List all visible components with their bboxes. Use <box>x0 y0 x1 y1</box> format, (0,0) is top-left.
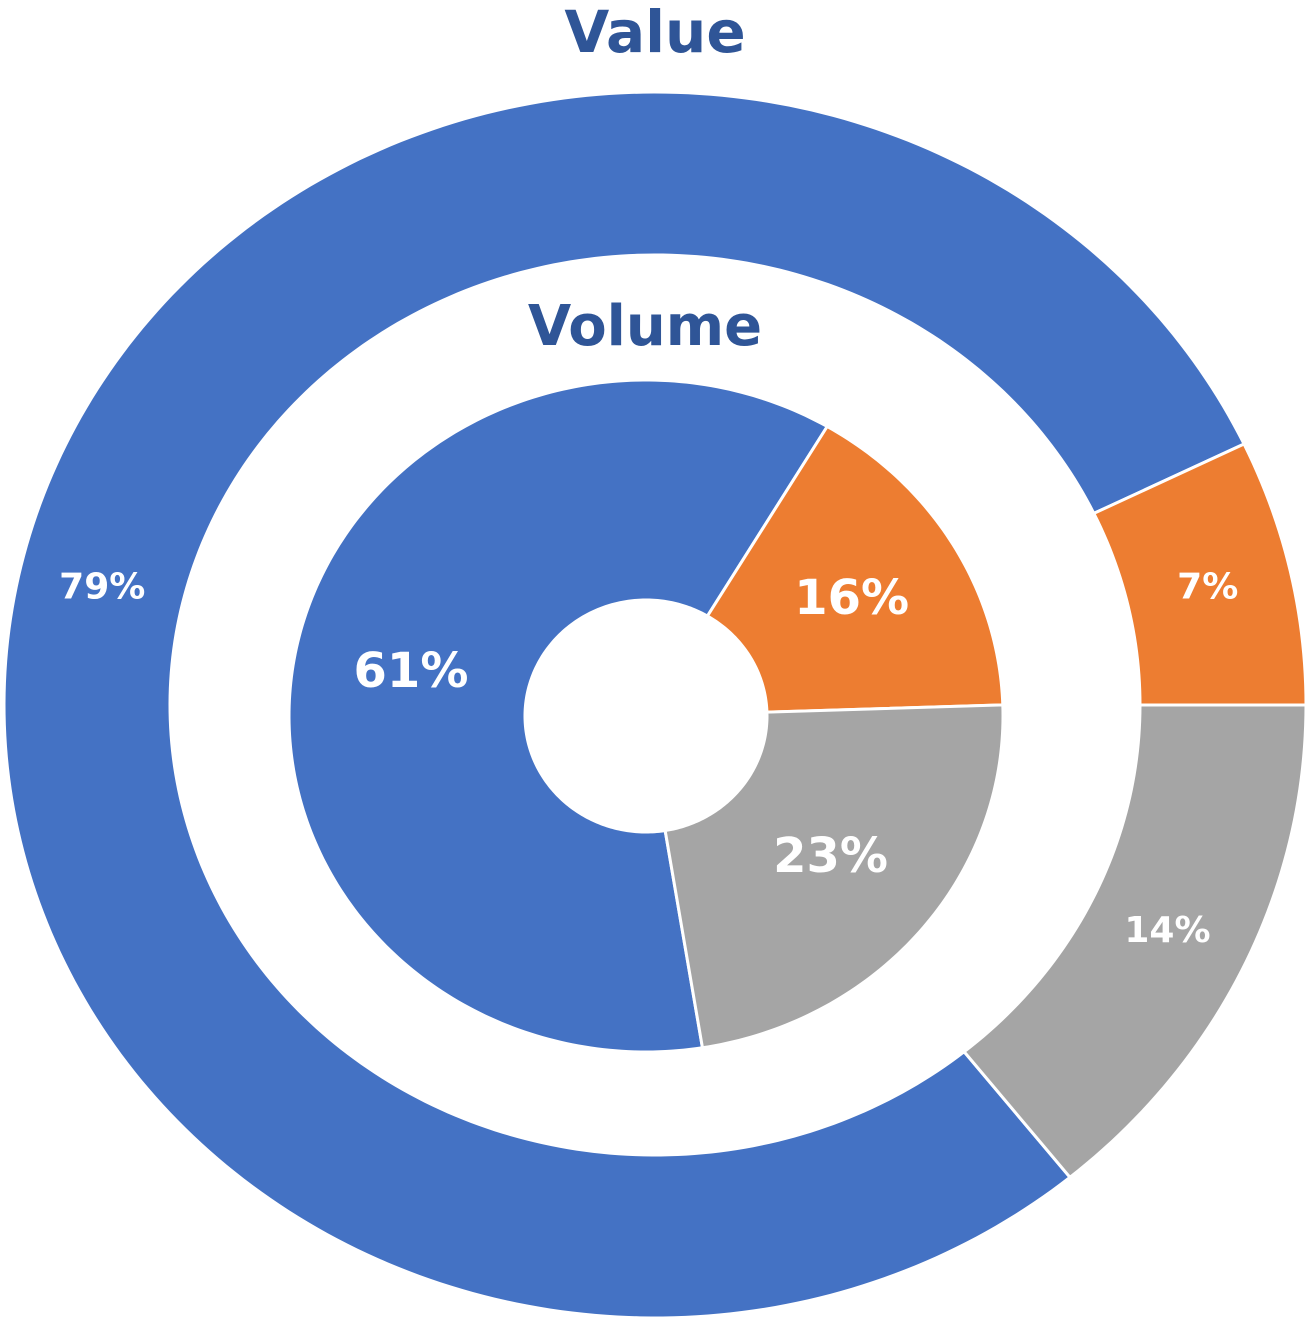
slice-label: 16% <box>794 570 909 626</box>
outer-ring-title: Value <box>564 0 745 66</box>
slice <box>962 703 1307 1180</box>
slice-label: 14% <box>1124 910 1210 951</box>
slice-label: 61% <box>354 643 469 699</box>
rings <box>2 90 1307 1320</box>
slice-label: 23% <box>773 828 888 884</box>
labels: 79% 7% 14% 61% 16% 23% <box>59 567 1238 951</box>
inner-ring-title: Volume <box>528 294 762 359</box>
slice-label: 79% <box>59 567 145 608</box>
slice-label: 7% <box>1177 567 1238 608</box>
slice <box>663 703 1005 1050</box>
